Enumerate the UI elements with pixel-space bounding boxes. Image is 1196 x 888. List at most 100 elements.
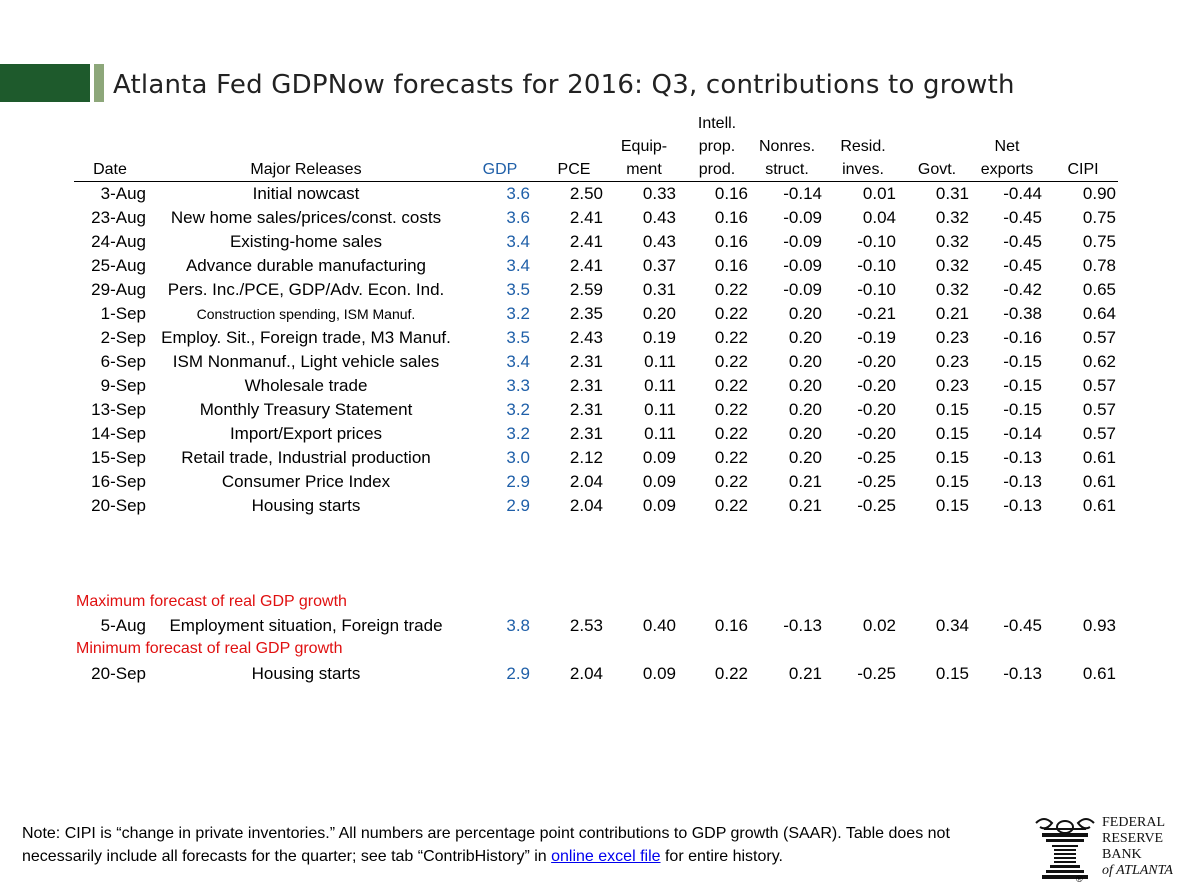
table-row-0-cipi: 0.90 bbox=[1082, 184, 1116, 203]
table-row-3-resid: -0.10 bbox=[857, 256, 896, 275]
table-row-7-cipi: 0.62 bbox=[1082, 352, 1116, 371]
table-row-6-resid: -0.19 bbox=[857, 328, 896, 347]
min-row-netexp: -0.13 bbox=[1003, 664, 1042, 683]
table-row-11-release: Retail trade, Industrial production bbox=[181, 448, 431, 467]
table-row-4-netexp: -0.42 bbox=[1003, 280, 1042, 299]
page-title: Atlanta Fed GDPNow forecasts for 2016: Q… bbox=[113, 70, 1015, 100]
table-row-6-date: 2-Sep bbox=[100, 328, 146, 347]
min-row-cipi: 0.61 bbox=[1082, 664, 1116, 683]
table-row-6-nonres: 0.20 bbox=[788, 328, 822, 347]
table-row-4-resid: -0.10 bbox=[857, 280, 896, 299]
table-row-3-cipi: 0.78 bbox=[1082, 256, 1116, 275]
table-row-13-netexp: -0.13 bbox=[1003, 496, 1042, 515]
column-header-ipp: prop. bbox=[698, 138, 736, 155]
table-row-11-gdp: 3.0 bbox=[506, 448, 530, 467]
table-row-6-release: Employ. Sit., Foreign trade, M3 Manuf. bbox=[161, 328, 451, 347]
max-row-date: 5-Aug bbox=[100, 616, 146, 635]
table-row-7-pce: 2.31 bbox=[569, 352, 603, 371]
table-row-12-date: 16-Sep bbox=[91, 472, 146, 491]
table-row-1-pce: 2.41 bbox=[569, 208, 603, 227]
table-row-9-resid: -0.20 bbox=[857, 400, 896, 419]
table-row-2-release: Existing-home sales bbox=[229, 232, 383, 251]
table-row-8-netexp: -0.15 bbox=[1003, 376, 1042, 395]
table-row-13-govt: 0.15 bbox=[935, 496, 969, 515]
column-header-gdp: GDP bbox=[482, 161, 518, 178]
table-row-1-ipp: 0.16 bbox=[714, 208, 748, 227]
table-row-0-nonres: -0.14 bbox=[783, 184, 822, 203]
table-row-2-pce: 2.41 bbox=[569, 232, 603, 251]
table-row-3-release: Advance durable manufacturing bbox=[185, 256, 427, 275]
brand-bar-light bbox=[94, 64, 104, 102]
column-header-release: Major Releases bbox=[250, 161, 362, 178]
table-row-1-gdp: 3.6 bbox=[506, 208, 530, 227]
table-row-0-date: 3-Aug bbox=[100, 184, 146, 203]
max-row-netexp: -0.45 bbox=[1003, 616, 1042, 635]
online-excel-file-link[interactable]: online excel file bbox=[551, 848, 661, 865]
max-row-pce: 2.53 bbox=[569, 616, 603, 635]
table-row-6-ipp: 0.22 bbox=[714, 328, 748, 347]
table-row-9-equip: 0.11 bbox=[644, 400, 676, 419]
table-row-12-resid: -0.25 bbox=[857, 472, 896, 491]
column-header-resid: Resid. bbox=[840, 138, 886, 155]
table-row-5-gdp: 3.2 bbox=[506, 304, 530, 323]
max-row-ipp: 0.16 bbox=[714, 616, 748, 635]
fed-atlanta-wordmark: FEDERAL RESERVE BANK of ATLANTA bbox=[1102, 815, 1173, 879]
column-header-equip: Equip- bbox=[620, 138, 668, 155]
table-row-2-gdp: 3.4 bbox=[506, 232, 530, 251]
table-row-6-govt: 0.23 bbox=[935, 328, 969, 347]
table-row-6-gdp: 3.5 bbox=[506, 328, 530, 347]
min-row-ipp: 0.22 bbox=[714, 664, 748, 683]
table-row-5-cipi: 0.64 bbox=[1082, 304, 1116, 323]
table-row-11-cipi: 0.61 bbox=[1082, 448, 1116, 467]
table-row-10-cipi: 0.57 bbox=[1082, 424, 1116, 443]
table-row-4-nonres: -0.09 bbox=[783, 280, 822, 299]
table-row-9-netexp: -0.15 bbox=[1003, 400, 1042, 419]
table-row-10-release: Import/Export prices bbox=[229, 424, 383, 443]
min-row-resid: -0.25 bbox=[857, 664, 896, 683]
table-row-11-govt: 0.15 bbox=[935, 448, 969, 467]
footnote-text-end: for entire history. bbox=[660, 848, 783, 865]
table-row-4-date: 29-Aug bbox=[91, 280, 146, 299]
max-row-resid: 0.02 bbox=[862, 616, 896, 635]
table-row-7-gdp: 3.4 bbox=[506, 352, 530, 371]
table-row-6-pce: 2.43 bbox=[569, 328, 603, 347]
table-row-1-release: New home sales/prices/const. costs bbox=[170, 208, 442, 227]
table-row-5-govt: 0.21 bbox=[935, 304, 969, 323]
table-row-3-netexp: -0.45 bbox=[1003, 256, 1042, 275]
table-row-8-nonres: 0.20 bbox=[788, 376, 822, 395]
table-row-3-nonres: -0.09 bbox=[783, 256, 822, 275]
table-row-7-date: 6-Sep bbox=[100, 352, 146, 371]
table-row-11-pce: 2.12 bbox=[569, 448, 603, 467]
table-row-10-date: 14-Sep bbox=[91, 424, 146, 443]
table-row-4-pce: 2.59 bbox=[569, 280, 603, 299]
table-row-10-nonres: 0.20 bbox=[788, 424, 822, 443]
table-row-5-ipp: 0.22 bbox=[714, 304, 748, 323]
table-row-3-govt: 0.32 bbox=[935, 256, 969, 275]
table-row-5-nonres: 0.20 bbox=[788, 304, 822, 323]
table-row-12-gdp: 2.9 bbox=[506, 472, 530, 491]
table-row-1-equip: 0.43 bbox=[642, 208, 676, 227]
min-row-release: Housing starts bbox=[251, 664, 361, 683]
table-row-10-resid: -0.20 bbox=[857, 424, 896, 443]
table-row-11-netexp: -0.13 bbox=[1003, 448, 1042, 467]
max-row-govt: 0.34 bbox=[935, 616, 969, 635]
table-row-0-govt: 0.31 bbox=[935, 184, 969, 203]
table-row-12-ipp: 0.22 bbox=[714, 472, 748, 491]
min-row-date: 20-Sep bbox=[91, 664, 146, 683]
table-row-6-cipi: 0.57 bbox=[1082, 328, 1116, 347]
table-row-5-resid: -0.21 bbox=[857, 304, 896, 323]
table-row-0-gdp: 3.6 bbox=[506, 184, 530, 203]
table-row-4-cipi: 0.65 bbox=[1082, 280, 1116, 299]
column-header-nonres: Nonres. bbox=[758, 138, 816, 155]
table-row-8-govt: 0.23 bbox=[935, 376, 969, 395]
table-row-8-gdp: 3.3 bbox=[506, 376, 530, 395]
table-row-10-pce: 2.31 bbox=[569, 424, 603, 443]
column-header-ipp: Intell. bbox=[697, 115, 737, 132]
table-row-8-date: 9-Sep bbox=[100, 376, 146, 395]
max-row-nonres: -0.13 bbox=[783, 616, 822, 635]
column-header-netexp: Net bbox=[994, 138, 1020, 155]
table-row-7-equip: 0.11 bbox=[644, 352, 676, 371]
table-row-7-release: ISM Nonmanuf., Light vehicle sales bbox=[172, 352, 440, 371]
min-row-pce: 2.04 bbox=[569, 664, 603, 683]
table-row-2-equip: 0.43 bbox=[642, 232, 676, 251]
